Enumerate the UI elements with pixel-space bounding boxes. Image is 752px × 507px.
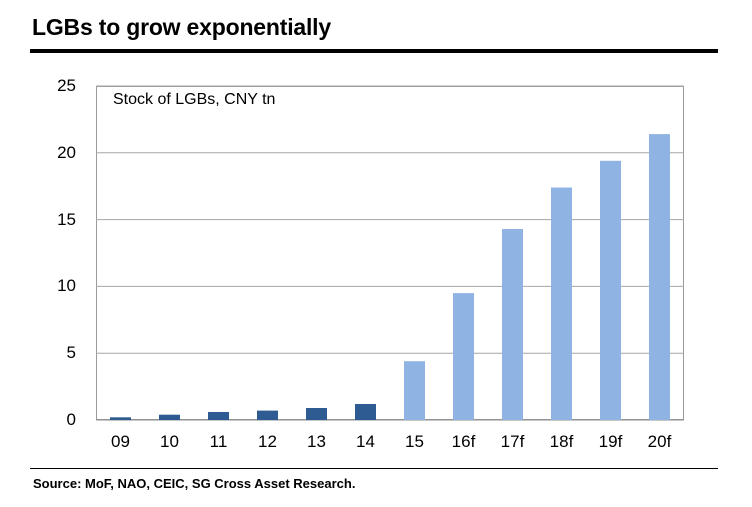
x-tick-label: 09: [111, 432, 130, 451]
x-tick-label: 16f: [451, 432, 476, 451]
bar-18f: [551, 187, 572, 420]
bar-09: [110, 417, 131, 420]
y-tick-label: 5: [66, 343, 76, 363]
x-tick-label: 18f: [549, 432, 574, 451]
y-tick-label: 25: [57, 76, 76, 95]
x-tick-label: 12: [258, 432, 277, 451]
bar-13: [306, 408, 327, 420]
bar-15: [404, 361, 425, 420]
x-tick-label: 19f: [598, 432, 623, 451]
y-axis-label: Stock of LGBs, CNY tn: [113, 91, 276, 108]
x-tick-label: 14: [356, 432, 375, 451]
x-tick-label: 13: [307, 432, 326, 451]
chart-title: LGBs to grow exponentially: [32, 14, 331, 40]
y-tick-label: 10: [57, 276, 76, 296]
bar-11: [208, 412, 229, 420]
bar-17f: [502, 229, 523, 420]
y-tick-label: 20: [57, 142, 76, 162]
source-rule: [30, 468, 718, 469]
bar-16f: [453, 293, 474, 420]
x-tick-label: 17f: [500, 432, 525, 451]
bar-10: [159, 414, 180, 420]
x-tick-label: 11: [209, 432, 228, 451]
bar-12: [257, 410, 278, 420]
x-tick-label: 10: [160, 432, 179, 451]
bar-20f: [649, 134, 670, 420]
bar-14: [355, 404, 376, 420]
bar-19f: [600, 160, 621, 421]
y-tick-label: 0: [66, 410, 76, 429]
y-tick-label: 15: [57, 209, 76, 229]
source-note: Source: MoF, NAO, CEIC, SG Cross Asset R…: [33, 476, 356, 491]
x-tick-label: 20f: [647, 432, 672, 451]
title-rule: [30, 49, 718, 53]
x-tick-label: 15: [405, 432, 424, 451]
